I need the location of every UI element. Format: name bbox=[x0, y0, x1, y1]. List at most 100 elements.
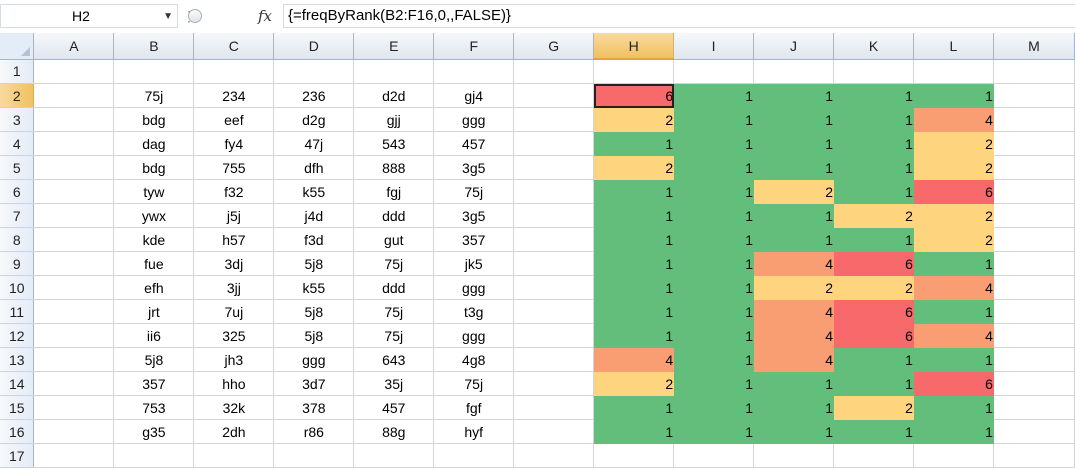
cell-l5[interactable]: 2 bbox=[913, 155, 994, 180]
cell-h11[interactable]: 1 bbox=[593, 299, 675, 324]
cell-h2[interactable]: 6 bbox=[593, 83, 675, 108]
cell-a2[interactable] bbox=[33, 83, 115, 108]
cell-e12[interactable]: 75j bbox=[353, 323, 435, 348]
cell-k8[interactable]: 1 bbox=[833, 227, 914, 252]
cell-a1[interactable] bbox=[33, 59, 115, 84]
cell-j11[interactable]: 4 bbox=[753, 299, 835, 324]
cell-j6[interactable]: 2 bbox=[753, 179, 835, 204]
cell-e8[interactable]: gut bbox=[353, 227, 435, 252]
cell-c1[interactable] bbox=[193, 59, 275, 84]
cell-b8[interactable]: kde bbox=[113, 227, 195, 252]
cell-i11[interactable]: 1 bbox=[673, 299, 755, 324]
cell-m9[interactable] bbox=[993, 251, 1075, 276]
cell-c11[interactable]: 7uj bbox=[193, 299, 275, 324]
cell-a11[interactable] bbox=[33, 299, 115, 324]
cell-d5[interactable]: dfh bbox=[273, 155, 355, 180]
cell-h14[interactable]: 2 bbox=[593, 371, 675, 396]
cell-m15[interactable] bbox=[993, 395, 1075, 420]
cell-k5[interactable]: 1 bbox=[833, 155, 914, 180]
cell-e17[interactable] bbox=[353, 443, 435, 468]
cell-e4[interactable]: 543 bbox=[353, 131, 435, 156]
cell-d3[interactable]: d2g bbox=[273, 107, 355, 132]
cell-i16[interactable]: 1 bbox=[673, 419, 755, 444]
cell-j13[interactable]: 4 bbox=[753, 347, 835, 372]
cell-e5[interactable]: 888 bbox=[353, 155, 435, 180]
cell-l15[interactable]: 1 bbox=[913, 395, 994, 420]
cell-e11[interactable]: 75j bbox=[353, 299, 435, 324]
cell-l2[interactable]: 1 bbox=[913, 83, 994, 108]
cell-a6[interactable] bbox=[33, 179, 115, 204]
cell-g6[interactable] bbox=[513, 179, 595, 204]
cell-h4[interactable]: 1 bbox=[593, 131, 675, 156]
cell-j12[interactable]: 4 bbox=[753, 323, 835, 348]
cell-d7[interactable]: j4d bbox=[273, 203, 355, 228]
cell-f3[interactable]: ggg bbox=[433, 107, 515, 132]
cell-j15[interactable]: 1 bbox=[753, 395, 835, 420]
cell-h6[interactable]: 1 bbox=[593, 179, 675, 204]
cell-l7[interactable]: 2 bbox=[913, 203, 994, 228]
column-header-j[interactable]: J bbox=[753, 33, 835, 60]
cell-c9[interactable]: 3dj bbox=[193, 251, 275, 276]
cell-c3[interactable]: eef bbox=[193, 107, 275, 132]
cell-g13[interactable] bbox=[513, 347, 595, 372]
chevron-down-icon[interactable]: ▼ bbox=[163, 11, 173, 22]
row-header[interactable]: 4 bbox=[0, 131, 35, 156]
cell-f8[interactable]: 357 bbox=[433, 227, 515, 252]
cell-l6[interactable]: 6 bbox=[913, 179, 994, 204]
cell-j16[interactable]: 1 bbox=[753, 419, 835, 444]
cell-l16[interactable]: 1 bbox=[913, 419, 994, 444]
cell-f15[interactable]: fgf bbox=[433, 395, 515, 420]
cell-h13[interactable]: 4 bbox=[593, 347, 675, 372]
cell-c17[interactable] bbox=[193, 443, 275, 468]
cell-b12[interactable]: ii6 bbox=[113, 323, 195, 348]
cell-d14[interactable]: 3d7 bbox=[273, 371, 355, 396]
cell-c12[interactable]: 325 bbox=[193, 323, 275, 348]
cell-f16[interactable]: hyf bbox=[433, 419, 515, 444]
cell-k14[interactable]: 1 bbox=[833, 371, 914, 396]
cell-l11[interactable]: 1 bbox=[913, 299, 994, 324]
row-header[interactable]: 15 bbox=[0, 395, 35, 420]
cell-a10[interactable] bbox=[33, 275, 115, 300]
cell-k13[interactable]: 1 bbox=[833, 347, 914, 372]
cell-a17[interactable] bbox=[33, 443, 115, 468]
row-header[interactable]: 8 bbox=[0, 227, 35, 252]
cell-g16[interactable] bbox=[513, 419, 595, 444]
row-header[interactable]: 1 bbox=[0, 59, 35, 84]
cell-f9[interactable]: jk5 bbox=[433, 251, 515, 276]
cell-i2[interactable]: 1 bbox=[673, 83, 755, 108]
cell-g4[interactable] bbox=[513, 131, 595, 156]
cell-g9[interactable] bbox=[513, 251, 595, 276]
cell-c2[interactable]: 234 bbox=[193, 83, 275, 108]
row-header[interactable]: 3 bbox=[0, 107, 35, 132]
cell-a9[interactable] bbox=[33, 251, 115, 276]
row-header[interactable]: 12 bbox=[0, 323, 35, 348]
cell-k10[interactable]: 2 bbox=[833, 275, 914, 300]
cell-g17[interactable] bbox=[513, 443, 595, 468]
cell-k11[interactable]: 6 bbox=[833, 299, 914, 324]
cell-c7[interactable]: j5j bbox=[193, 203, 275, 228]
cell-a12[interactable] bbox=[33, 323, 115, 348]
cell-i12[interactable]: 1 bbox=[673, 323, 755, 348]
cell-c8[interactable]: h57 bbox=[193, 227, 275, 252]
cell-i14[interactable]: 1 bbox=[673, 371, 755, 396]
cell-m8[interactable] bbox=[993, 227, 1075, 252]
cell-g1[interactable] bbox=[513, 59, 595, 84]
cell-h10[interactable]: 1 bbox=[593, 275, 675, 300]
cell-e15[interactable]: 457 bbox=[353, 395, 435, 420]
cell-m6[interactable] bbox=[993, 179, 1075, 204]
cell-c16[interactable]: 2dh bbox=[193, 419, 275, 444]
cell-g12[interactable] bbox=[513, 323, 595, 348]
cell-k1[interactable] bbox=[833, 59, 914, 84]
cell-e3[interactable]: gjj bbox=[353, 107, 435, 132]
cell-h7[interactable]: 1 bbox=[593, 203, 675, 228]
formula-input[interactable]: {=freqByRank(B2:F16,0,,FALSE)} bbox=[283, 4, 1075, 28]
row-header[interactable]: 13 bbox=[0, 347, 35, 372]
cell-i4[interactable]: 1 bbox=[673, 131, 755, 156]
cell-k6[interactable]: 1 bbox=[833, 179, 914, 204]
cell-j14[interactable]: 1 bbox=[753, 371, 835, 396]
cell-h9[interactable]: 1 bbox=[593, 251, 675, 276]
cell-i7[interactable]: 1 bbox=[673, 203, 755, 228]
cell-d12[interactable]: 5j8 bbox=[273, 323, 355, 348]
cell-c13[interactable]: jh3 bbox=[193, 347, 275, 372]
cell-l12[interactable]: 4 bbox=[913, 323, 994, 348]
